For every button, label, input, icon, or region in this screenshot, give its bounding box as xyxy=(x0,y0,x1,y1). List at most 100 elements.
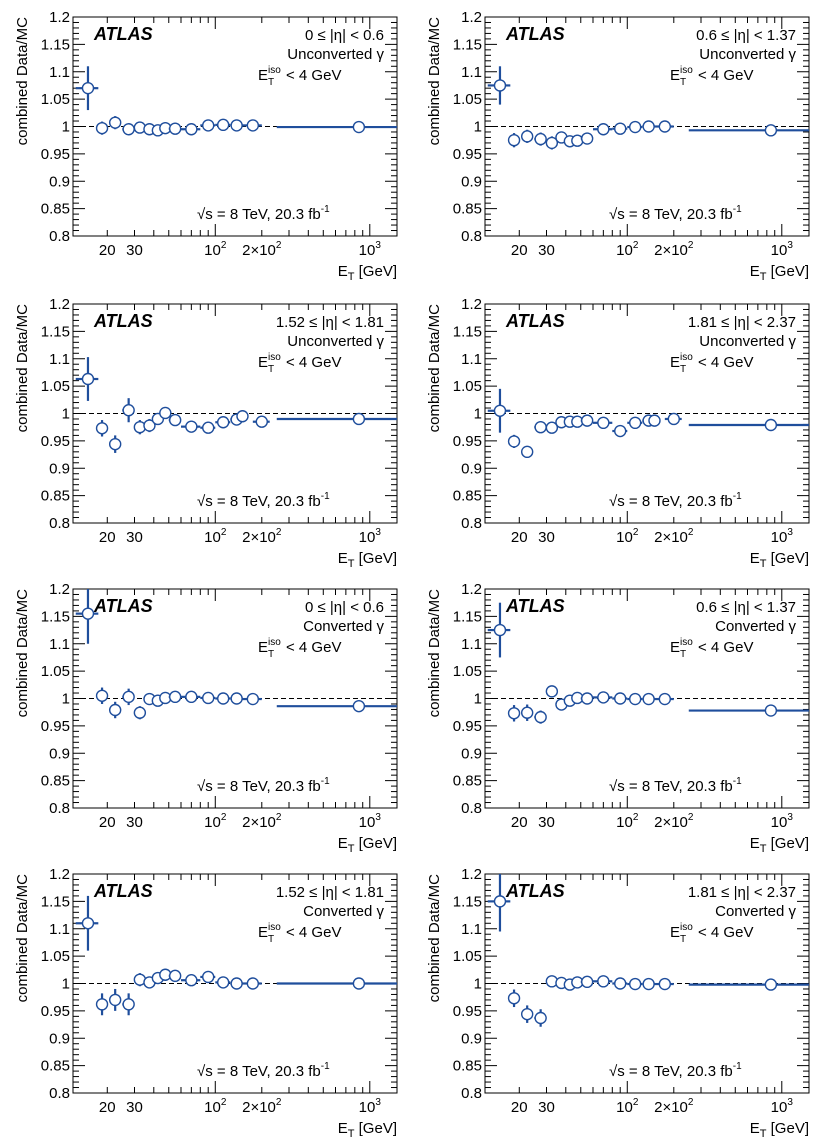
y-tick-label: 0.8 xyxy=(461,228,482,245)
x-tick-label: 2×102 xyxy=(242,240,282,259)
y-tick-label: 1.2 xyxy=(49,581,70,598)
isolation-cut-label: Eiso T < 4 GeV xyxy=(670,637,753,660)
data-point xyxy=(108,116,122,130)
data-point xyxy=(200,970,216,984)
y-tick-label: 1.1 xyxy=(461,351,482,368)
y-tick-label: 1.15 xyxy=(453,893,482,910)
y-tick-label: 1.15 xyxy=(41,36,70,53)
y-axis-label: combined Data/MC xyxy=(14,589,31,718)
data-point xyxy=(642,977,655,991)
energy-luminosity-label: √s = 8 TeV, 20.3 fb-1 xyxy=(609,1061,742,1080)
data-point xyxy=(487,874,511,932)
y-tick-label: 0.85 xyxy=(41,201,70,218)
x-tick-label: 103 xyxy=(359,240,382,259)
data-point xyxy=(276,699,397,713)
y-tick-label: 1.2 xyxy=(49,866,70,883)
data-point xyxy=(580,692,594,705)
y-tick-label: 1 xyxy=(62,119,70,136)
x-axis-label: ET [GeV] xyxy=(338,1120,397,1140)
y-tick-label: 0.95 xyxy=(453,146,482,163)
y-tick-label: 1.05 xyxy=(41,663,70,680)
eta-region-label: 0.6 ≤ |η| < 1.37 xyxy=(696,27,796,44)
atlas-label: ATLAS xyxy=(505,596,565,616)
y-tick-label: 0.85 xyxy=(453,201,482,218)
y-axis-label: combined Data/MC xyxy=(426,17,443,146)
chart-svg: 0.8 0.85 0.9 0.95 1 1.05 1.1 1.15 1.2 20 30 102 2×10… xyxy=(14,581,398,855)
y-tick-label: 0.9 xyxy=(461,460,482,477)
data-point xyxy=(236,410,249,423)
data-point xyxy=(580,414,594,427)
data-point xyxy=(664,412,682,426)
atlas-label: ATLAS xyxy=(93,311,153,331)
eta-region-label: 0 ≤ |η| < 0.6 xyxy=(305,27,384,44)
y-tick-label: 1.2 xyxy=(49,296,70,313)
y-tick-label: 1.05 xyxy=(41,91,70,108)
data-point xyxy=(122,123,135,136)
chart-svg: 0.8 0.85 0.9 0.95 1 1.05 1.1 1.15 1.2 20 30 102 2×10… xyxy=(14,296,398,570)
x-tick-label: 20 xyxy=(99,814,116,831)
y-tick-label: 1.05 xyxy=(453,948,482,965)
data-point xyxy=(627,120,643,134)
y-tick-label: 1 xyxy=(474,119,482,136)
isolation-cut-label: Eiso T < 4 GeV xyxy=(258,637,341,660)
x-tick-label: 2×102 xyxy=(654,1097,694,1116)
chart-svg: 0.8 0.85 0.9 0.95 1 1.05 1.1 1.15 1.2 20 30 102 2×10… xyxy=(426,296,810,570)
isolation-cut-label: Eiso T < 4 GeV xyxy=(670,352,753,375)
x-tick-label: 103 xyxy=(359,1097,382,1116)
x-tick-label: 30 xyxy=(126,529,143,546)
x-axis-label: ET [GeV] xyxy=(338,550,397,570)
data-point xyxy=(215,692,231,705)
photon-type-label: Unconverted γ xyxy=(287,333,384,350)
x-tick-label: 20 xyxy=(511,1099,528,1116)
data-point xyxy=(168,122,182,135)
photon-type-label: Converted γ xyxy=(715,903,796,920)
data-point xyxy=(200,119,216,132)
data-point xyxy=(159,406,172,420)
x-tick-label: 103 xyxy=(359,812,382,831)
data-point xyxy=(230,692,243,705)
data-point xyxy=(215,118,231,132)
y-tick-label: 1 xyxy=(474,406,482,423)
energy-luminosity-label: √s = 8 TeV, 20.3 fb-1 xyxy=(197,491,330,510)
data-point xyxy=(122,993,135,1016)
x-tick-label: 2×102 xyxy=(242,812,282,831)
x-tick-label: 103 xyxy=(359,527,382,546)
x-tick-label: 30 xyxy=(126,242,143,259)
x-tick-label: 2×102 xyxy=(654,240,694,259)
data-point xyxy=(95,121,109,135)
chart-svg: 0.8 0.85 0.9 0.95 1 1.05 1.1 1.15 1.2 20 30 102 2×10… xyxy=(426,581,810,855)
data-point xyxy=(168,413,182,427)
atlas-label: ATLAS xyxy=(93,24,153,44)
data-point xyxy=(648,414,661,427)
data-point xyxy=(143,418,156,433)
data-point xyxy=(242,977,262,990)
x-axis-label: ET [GeV] xyxy=(750,263,809,283)
photon-type-label: Converted γ xyxy=(715,618,796,635)
data-point xyxy=(593,123,613,136)
data-point xyxy=(242,119,262,132)
x-tick-label: 102 xyxy=(204,812,227,831)
y-tick-label: 0.9 xyxy=(461,1030,482,1047)
x-tick-label: 20 xyxy=(511,529,528,546)
photon-type-label: Converted γ xyxy=(303,618,384,635)
y-tick-label: 1.1 xyxy=(49,921,70,938)
y-tick-label: 0.95 xyxy=(453,1003,482,1020)
x-tick-label: 103 xyxy=(771,812,794,831)
atlas-label: ATLAS xyxy=(93,881,153,901)
data-point xyxy=(168,969,182,983)
data-point xyxy=(627,692,643,706)
x-axis-label: ET [GeV] xyxy=(750,550,809,570)
data-point xyxy=(627,977,643,991)
y-tick-label: 0.8 xyxy=(49,228,70,245)
x-axis-label: ET [GeV] xyxy=(750,835,809,855)
y-tick-label: 1 xyxy=(474,976,482,993)
chart-panel: 0.8 0.85 0.9 0.95 1 1.05 1.1 1.15 1.2 20 30 102 2×10… xyxy=(412,572,823,856)
y-tick-label: 0.9 xyxy=(461,173,482,190)
photon-type-label: Unconverted γ xyxy=(699,46,796,63)
y-tick-label: 1.15 xyxy=(453,36,482,53)
y-axis-label: combined Data/MC xyxy=(426,874,443,1003)
y-tick-label: 0.85 xyxy=(41,488,70,505)
y-tick-label: 0.9 xyxy=(49,745,70,762)
x-tick-label: 30 xyxy=(126,814,143,831)
y-tick-label: 0.95 xyxy=(41,146,70,163)
